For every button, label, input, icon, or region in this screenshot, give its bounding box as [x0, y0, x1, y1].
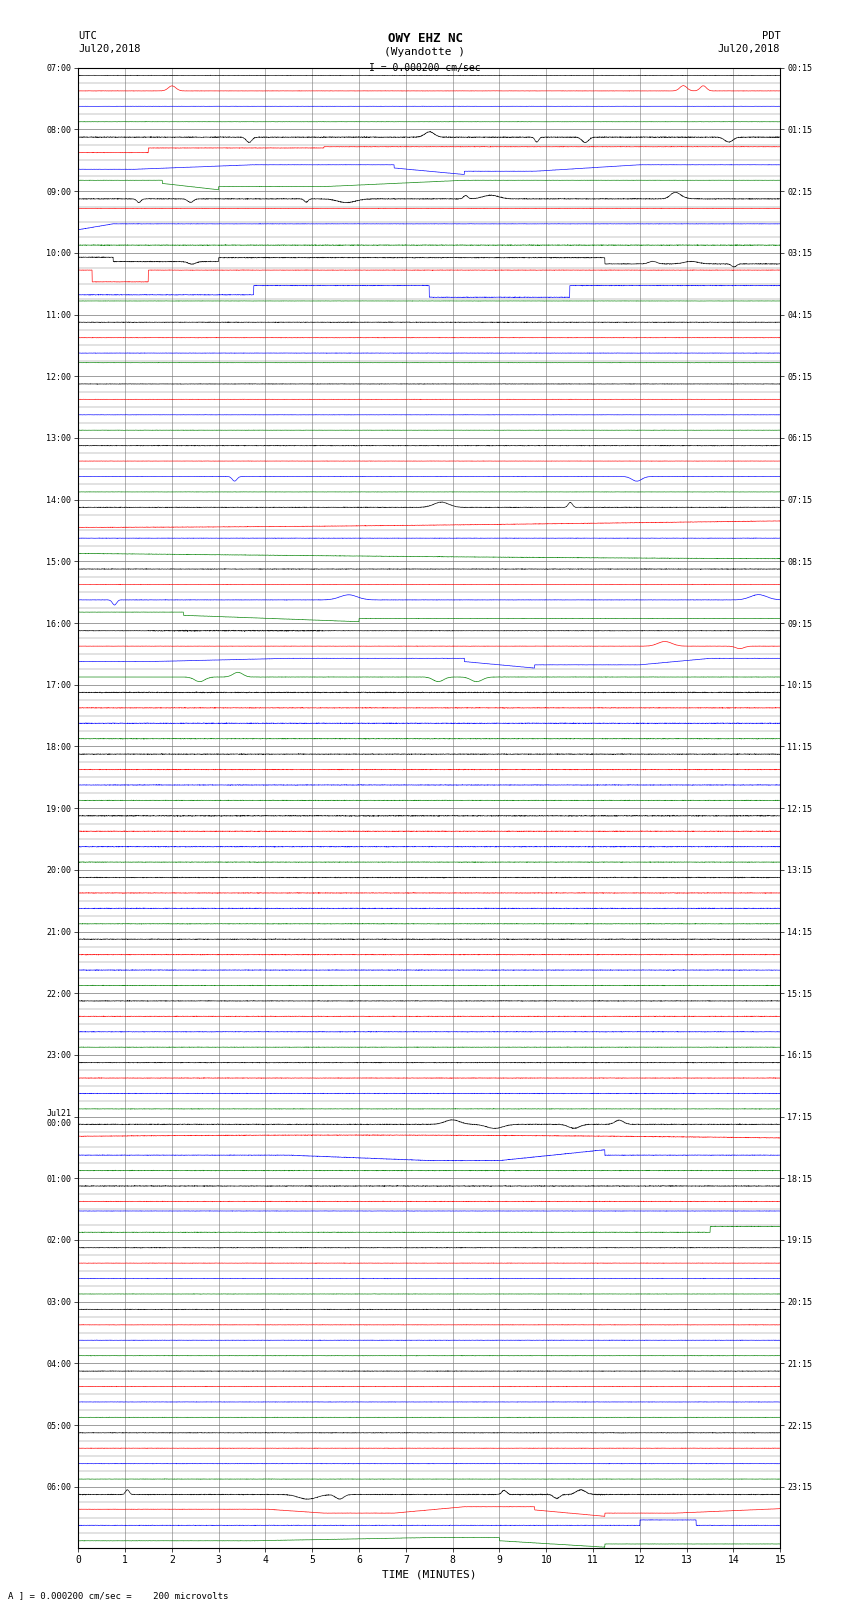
- X-axis label: TIME (MINUTES): TIME (MINUTES): [382, 1569, 477, 1579]
- Text: (Wyandotte ): (Wyandotte ): [384, 47, 466, 56]
- Text: A ] = 0.000200 cm/sec =    200 microvolts: A ] = 0.000200 cm/sec = 200 microvolts: [8, 1590, 229, 1600]
- Text: Jul20,2018: Jul20,2018: [78, 44, 141, 53]
- Text: PDT: PDT: [762, 31, 780, 40]
- Text: Jul20,2018: Jul20,2018: [717, 44, 780, 53]
- Text: I = 0.000200 cm/sec: I = 0.000200 cm/sec: [369, 63, 481, 73]
- Text: OWY EHZ NC: OWY EHZ NC: [388, 32, 462, 45]
- Text: UTC: UTC: [78, 31, 97, 40]
